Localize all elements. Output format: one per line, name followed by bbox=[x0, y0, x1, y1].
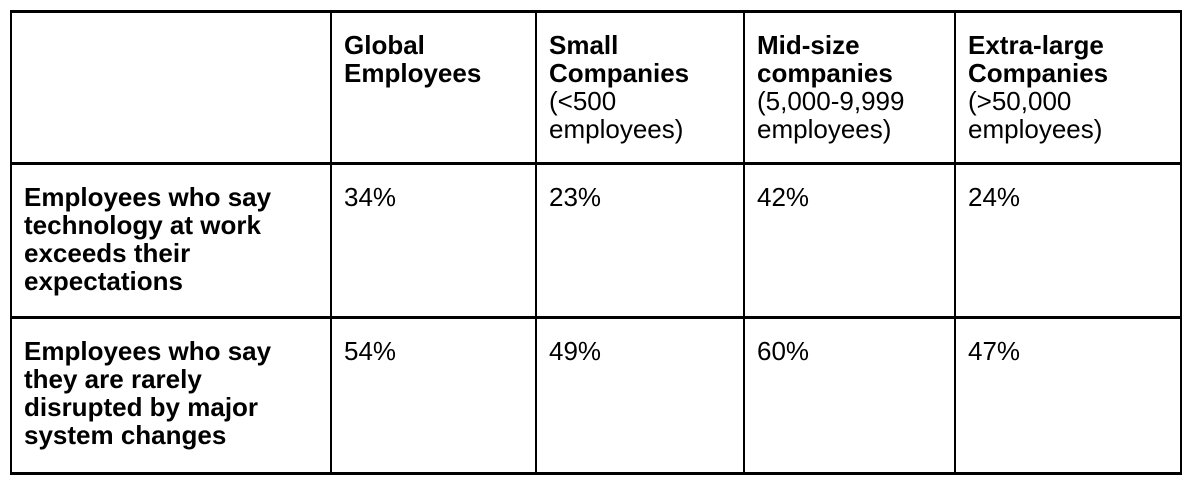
value-small: 49% bbox=[549, 336, 602, 366]
value-extra-large: 24% bbox=[968, 182, 1021, 212]
row-label: Employees who say they are rarely disrup… bbox=[24, 336, 272, 450]
column-title: Extra-large Companies bbox=[968, 30, 1109, 88]
value-cell: 23% bbox=[535, 162, 745, 319]
column-subtitle: (5,000-9,999 employees) bbox=[757, 86, 905, 144]
survey-results-table: Global Employees Small Companies (<500 e… bbox=[10, 10, 1182, 475]
column-header-small-companies: Small Companies (<500 employees) bbox=[535, 10, 745, 165]
row-label-cell: Employees who say technology at work exc… bbox=[10, 162, 332, 319]
column-header-global-employees: Global Employees bbox=[330, 10, 537, 165]
value-cell: 24% bbox=[954, 162, 1182, 319]
table-header-row: Global Employees Small Companies (<500 e… bbox=[10, 10, 1182, 165]
value-cell: 60% bbox=[743, 316, 956, 475]
value-cell: 47% bbox=[954, 316, 1182, 475]
column-subtitle: (>50,000 employees) bbox=[968, 86, 1103, 144]
value-extra-large: 47% bbox=[968, 336, 1021, 366]
column-header-mid-size-companies: Mid-size companies (5,000-9,999 employee… bbox=[743, 10, 956, 165]
value-mid-size: 60% bbox=[757, 336, 810, 366]
column-title: Mid-size companies bbox=[757, 30, 893, 88]
column-title: Small Companies bbox=[549, 30, 690, 88]
column-header-extra-large-companies: Extra-large Companies (>50,000 employees… bbox=[954, 10, 1182, 165]
value-small: 23% bbox=[549, 182, 602, 212]
value-global: 54% bbox=[344, 336, 397, 366]
table-row-technology-expectations: Employees who say technology at work exc… bbox=[10, 162, 1182, 319]
corner-cell bbox=[10, 10, 332, 165]
value-global: 34% bbox=[344, 182, 397, 212]
value-cell: 42% bbox=[743, 162, 956, 319]
row-label-cell: Employees who say they are rarely disrup… bbox=[10, 316, 332, 475]
table-row-system-changes: Employees who say they are rarely disrup… bbox=[10, 316, 1182, 475]
value-cell: 54% bbox=[330, 316, 537, 475]
value-cell: 49% bbox=[535, 316, 745, 475]
column-subtitle: (<500 employees) bbox=[549, 86, 684, 144]
column-title: Global Employees bbox=[344, 30, 482, 88]
value-mid-size: 42% bbox=[757, 182, 810, 212]
value-cell: 34% bbox=[330, 162, 537, 319]
row-label: Employees who say technology at work exc… bbox=[24, 182, 272, 296]
